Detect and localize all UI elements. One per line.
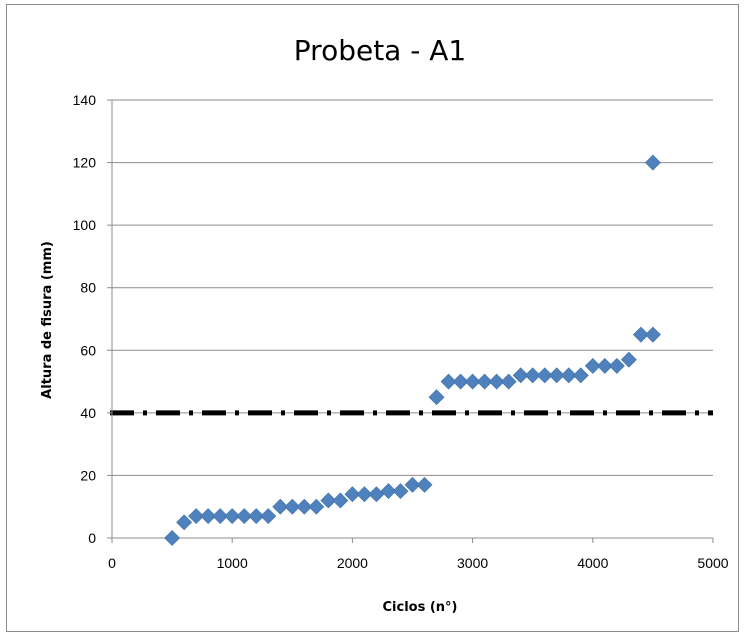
x-tick-label: 1000 bbox=[217, 555, 248, 571]
y-tick-label: 140 bbox=[73, 92, 97, 108]
x-axis-title: Ciclos (n°) bbox=[383, 600, 458, 615]
data-point bbox=[620, 351, 637, 368]
data-point bbox=[428, 389, 445, 406]
data-point bbox=[536, 367, 553, 384]
data-point bbox=[248, 508, 265, 525]
data-point bbox=[596, 358, 613, 374]
data-point bbox=[368, 486, 385, 503]
data-point bbox=[644, 326, 661, 343]
x-tick-label: 2000 bbox=[337, 555, 368, 571]
x-tick-labels: 0 1000 2000 3000 4000 5000 bbox=[108, 555, 729, 571]
data-point bbox=[224, 508, 241, 525]
y-tick-label: 120 bbox=[73, 155, 97, 171]
data-point bbox=[632, 326, 649, 343]
data-point bbox=[356, 486, 373, 503]
data-point bbox=[476, 373, 493, 390]
data-point bbox=[320, 492, 337, 509]
x-tick-label: 0 bbox=[108, 555, 116, 571]
data-point bbox=[332, 492, 349, 509]
data-point bbox=[404, 476, 421, 493]
chart-title: Probeta - A1 bbox=[294, 34, 466, 67]
y-tick-label: 20 bbox=[80, 467, 96, 483]
data-point bbox=[548, 367, 565, 384]
data-point bbox=[188, 508, 205, 525]
data-point bbox=[260, 508, 277, 525]
y-tick-label: 60 bbox=[80, 342, 96, 358]
data-point bbox=[488, 373, 505, 390]
data-point bbox=[284, 498, 301, 515]
data-point bbox=[212, 508, 229, 525]
data-point bbox=[560, 367, 577, 384]
data-point bbox=[644, 154, 661, 171]
y-tick-label: 0 bbox=[88, 530, 96, 546]
x-tick-label: 3000 bbox=[457, 555, 488, 571]
data-point bbox=[500, 373, 517, 390]
y-tick-labels: 0 20 40 60 80 100 120 140 bbox=[73, 92, 97, 546]
y-tick-label: 100 bbox=[73, 217, 97, 233]
data-point bbox=[380, 483, 397, 499]
data-point bbox=[512, 367, 529, 384]
data-point bbox=[200, 508, 217, 525]
data-point bbox=[236, 508, 253, 525]
data-point bbox=[164, 530, 181, 546]
data-point bbox=[176, 514, 193, 531]
data-point bbox=[440, 373, 457, 390]
data-point bbox=[608, 358, 625, 374]
data-point bbox=[584, 358, 601, 374]
y-axis-title: Altura de fisura (mm) bbox=[40, 241, 55, 399]
data-point bbox=[308, 498, 325, 515]
data-point bbox=[572, 367, 589, 384]
data-point bbox=[464, 373, 481, 390]
data-point bbox=[272, 498, 289, 515]
data-points bbox=[164, 154, 661, 546]
data-point bbox=[296, 498, 313, 515]
x-tick-label: 5000 bbox=[697, 555, 728, 571]
data-point bbox=[392, 483, 409, 499]
y-tick-label: 80 bbox=[80, 280, 96, 296]
y-tick-label: 40 bbox=[80, 405, 96, 421]
data-point bbox=[452, 373, 469, 390]
x-tick-label: 4000 bbox=[577, 555, 608, 571]
axes bbox=[107, 99, 714, 543]
gridlines bbox=[112, 99, 713, 476]
data-point bbox=[344, 486, 361, 503]
data-point bbox=[524, 367, 541, 384]
data-point bbox=[416, 476, 433, 493]
chart-frame bbox=[6, 4, 739, 632]
